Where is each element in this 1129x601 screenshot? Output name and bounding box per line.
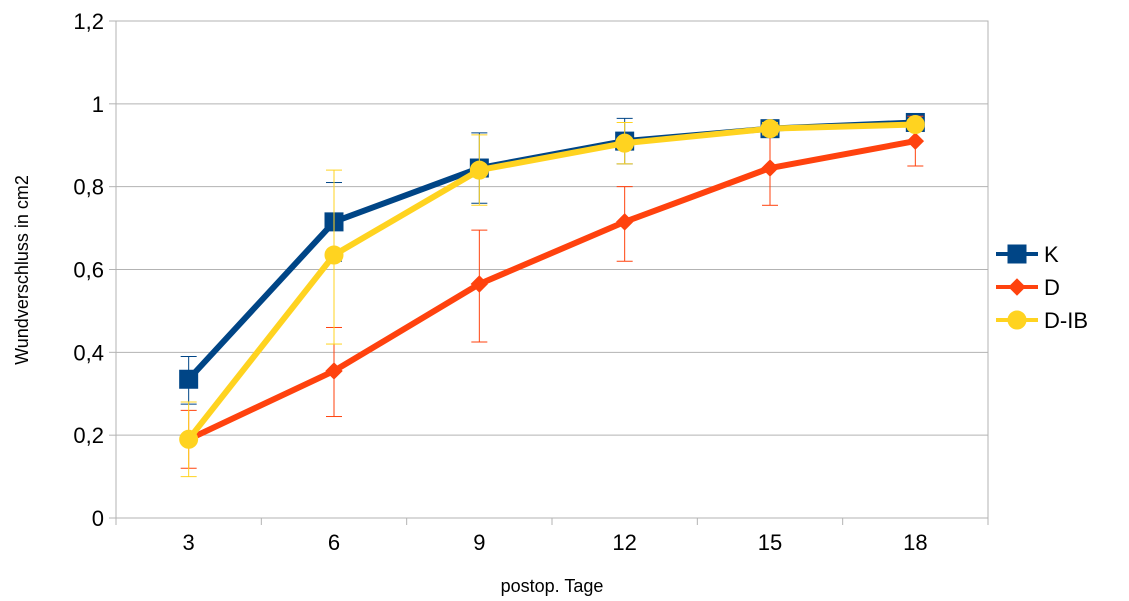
legend-marker [1008,278,1026,296]
legend-label: D [1044,275,1060,300]
x-tick-label: 15 [758,530,782,555]
legend-label: D-IB [1044,308,1088,333]
y-tick-label: 1 [92,92,104,117]
x-tick-labels: 3 6 9 12 15 18 [183,530,928,555]
data-point [324,245,344,265]
series-line [185,121,919,443]
x-tick-label: 12 [612,530,636,555]
y-axis-title: Wundverschluss in cm2 [12,175,32,365]
y-tick-label: 0,2 [73,423,104,448]
data-point [325,362,343,380]
gridlines [109,20,989,525]
series-d-ib [179,115,925,478]
y-tick-label: 0,6 [73,258,104,283]
legend: KD D-IB [996,242,1088,333]
y-tick-labels: 0 0,2 0,4 0,6 0,8 1 1,2 [73,9,104,531]
y-tick-label: 0 [92,506,104,531]
data-point [179,369,199,389]
legend-marker [1007,310,1027,330]
x-tick-label: 3 [183,530,195,555]
data-point [469,160,489,180]
data-point [470,275,489,293]
data-point [906,132,925,150]
legend-item: D [996,275,1060,300]
legend-item: D-IB [996,308,1088,333]
legend-label: K [1044,242,1059,267]
legend-marker [1007,244,1027,264]
data-point [615,133,635,153]
x-tick-label: 18 [903,530,927,555]
legend-item: K [996,242,1059,267]
y-tick-label: 1,2 [73,9,104,34]
x-tick-label: 9 [473,530,485,555]
data-point [761,159,779,177]
y-tick-label: 0,4 [73,340,104,365]
series-layer [179,112,925,478]
x-axis-title: postop. Tage [501,576,604,596]
series-line [185,138,919,443]
x-tick-label: 6 [328,530,340,555]
data-point [760,119,780,139]
data-point [615,213,634,231]
y-tick-label: 0,8 [73,175,104,200]
data-point [179,429,199,449]
series-d [179,115,925,469]
data-point [905,115,925,135]
